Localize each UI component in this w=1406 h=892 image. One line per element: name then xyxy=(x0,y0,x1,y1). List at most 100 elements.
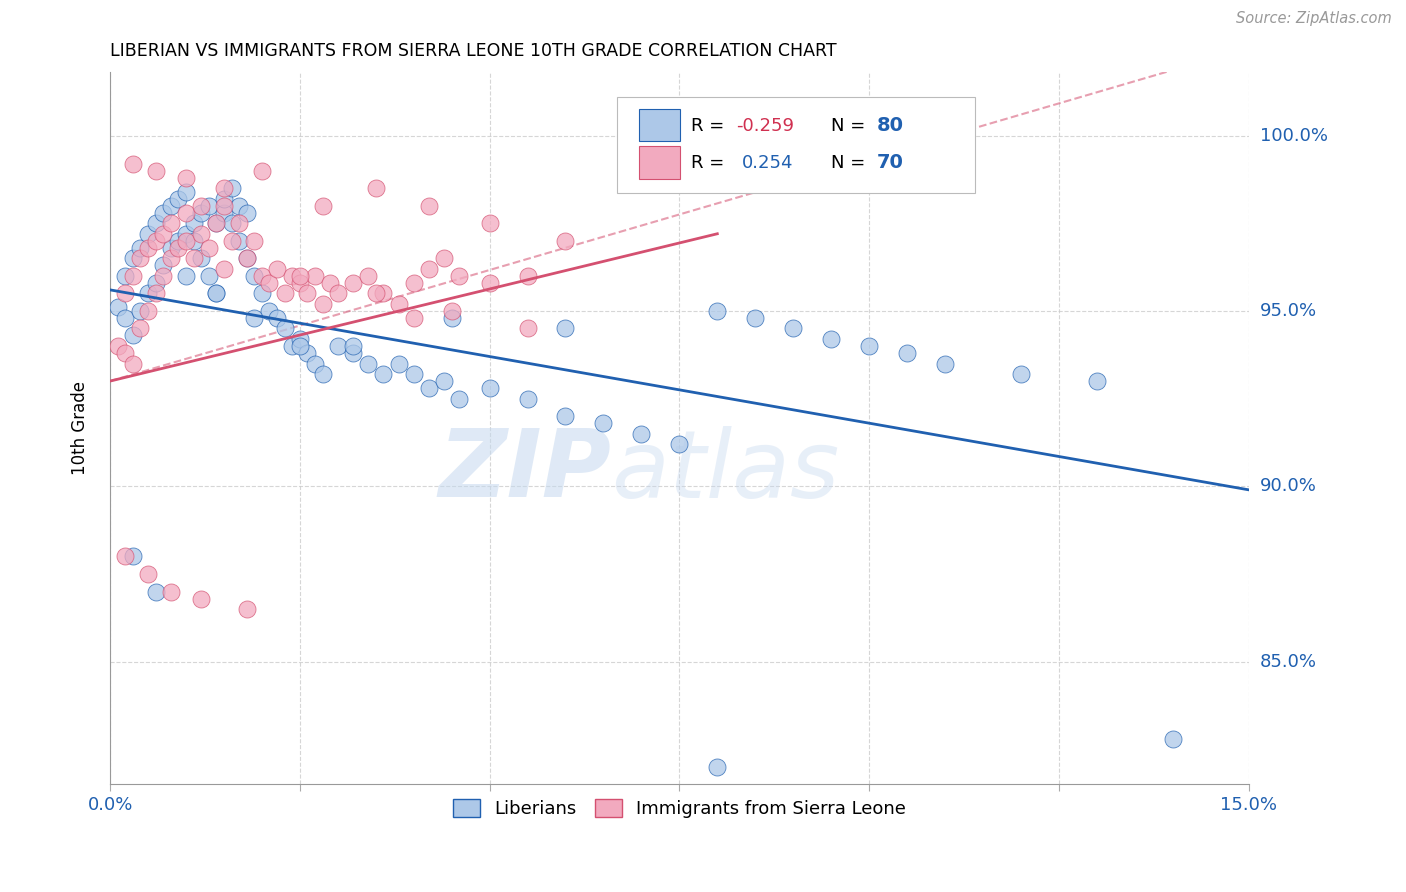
Point xyxy=(364,181,387,195)
Point xyxy=(221,234,243,248)
Point xyxy=(342,346,364,360)
Point xyxy=(311,367,333,381)
Point xyxy=(114,310,136,325)
Point xyxy=(235,252,257,266)
Point xyxy=(228,234,250,248)
Point xyxy=(478,216,501,230)
Point xyxy=(174,227,197,241)
Point xyxy=(402,310,425,325)
Point xyxy=(433,252,456,266)
Text: 80: 80 xyxy=(876,116,903,136)
Text: Source: ZipAtlas.com: Source: ZipAtlas.com xyxy=(1236,11,1392,26)
Point xyxy=(934,357,956,371)
Y-axis label: 10th Grade: 10th Grade xyxy=(72,382,89,475)
Point xyxy=(554,234,576,248)
Point xyxy=(706,760,728,774)
Point xyxy=(190,591,212,606)
Point xyxy=(174,268,197,283)
Point xyxy=(159,252,181,266)
Text: 0.254: 0.254 xyxy=(742,153,793,172)
Point xyxy=(516,321,538,335)
Point xyxy=(159,216,181,230)
Point xyxy=(418,199,440,213)
Point xyxy=(297,286,319,301)
Point xyxy=(145,163,167,178)
Text: R =: R = xyxy=(690,153,735,172)
Point xyxy=(212,261,235,276)
Text: 95.0%: 95.0% xyxy=(1260,301,1317,320)
Point xyxy=(273,286,295,301)
Point xyxy=(668,437,690,451)
Text: N =: N = xyxy=(831,117,870,135)
Point xyxy=(782,321,804,335)
Point xyxy=(212,181,235,195)
Point xyxy=(266,310,288,325)
Point xyxy=(297,346,319,360)
Point xyxy=(235,252,257,266)
Point xyxy=(205,216,228,230)
Point xyxy=(744,310,766,325)
Text: R =: R = xyxy=(690,117,730,135)
Point xyxy=(402,276,425,290)
Point xyxy=(129,252,152,266)
Point xyxy=(706,304,728,318)
Point xyxy=(205,216,228,230)
Point xyxy=(152,268,174,283)
Point xyxy=(121,268,143,283)
Point xyxy=(145,286,167,301)
Point xyxy=(174,185,197,199)
Legend: Liberians, Immigrants from Sierra Leone: Liberians, Immigrants from Sierra Leone xyxy=(446,791,912,825)
Point xyxy=(326,339,349,353)
Point xyxy=(145,276,167,290)
Point xyxy=(152,227,174,241)
Point xyxy=(228,216,250,230)
Point xyxy=(288,339,311,353)
Point xyxy=(319,276,342,290)
Point xyxy=(129,321,152,335)
Point xyxy=(387,297,409,311)
Point xyxy=(129,304,152,318)
Point xyxy=(440,304,463,318)
Point xyxy=(1085,374,1108,388)
Point xyxy=(342,276,364,290)
Point xyxy=(159,199,181,213)
Point xyxy=(554,321,576,335)
Point xyxy=(250,268,273,283)
Point xyxy=(592,416,614,430)
Point xyxy=(357,357,380,371)
Point xyxy=(121,328,143,343)
FancyBboxPatch shape xyxy=(640,109,681,142)
Point xyxy=(136,241,159,255)
Point xyxy=(167,241,190,255)
Point xyxy=(212,192,235,206)
Point xyxy=(1010,367,1032,381)
Text: ZIP: ZIP xyxy=(439,425,612,517)
Point xyxy=(183,216,205,230)
Point xyxy=(121,549,143,564)
Point xyxy=(858,339,880,353)
Point xyxy=(418,381,440,395)
Text: N =: N = xyxy=(831,153,870,172)
Point xyxy=(1161,731,1184,746)
Point xyxy=(304,357,326,371)
Point xyxy=(433,374,456,388)
Point xyxy=(630,426,652,441)
Point xyxy=(136,566,159,581)
Point xyxy=(129,241,152,255)
Point xyxy=(311,297,333,311)
Point xyxy=(174,170,197,185)
Point xyxy=(259,276,281,290)
Point xyxy=(288,268,311,283)
Point xyxy=(145,584,167,599)
Text: 90.0%: 90.0% xyxy=(1260,477,1316,495)
Point xyxy=(281,339,304,353)
Point xyxy=(228,199,250,213)
Text: 85.0%: 85.0% xyxy=(1260,653,1317,671)
Point xyxy=(190,199,212,213)
Point xyxy=(136,227,159,241)
Point xyxy=(273,321,295,335)
Point xyxy=(288,276,311,290)
Point xyxy=(159,584,181,599)
Point xyxy=(183,252,205,266)
Point xyxy=(136,286,159,301)
